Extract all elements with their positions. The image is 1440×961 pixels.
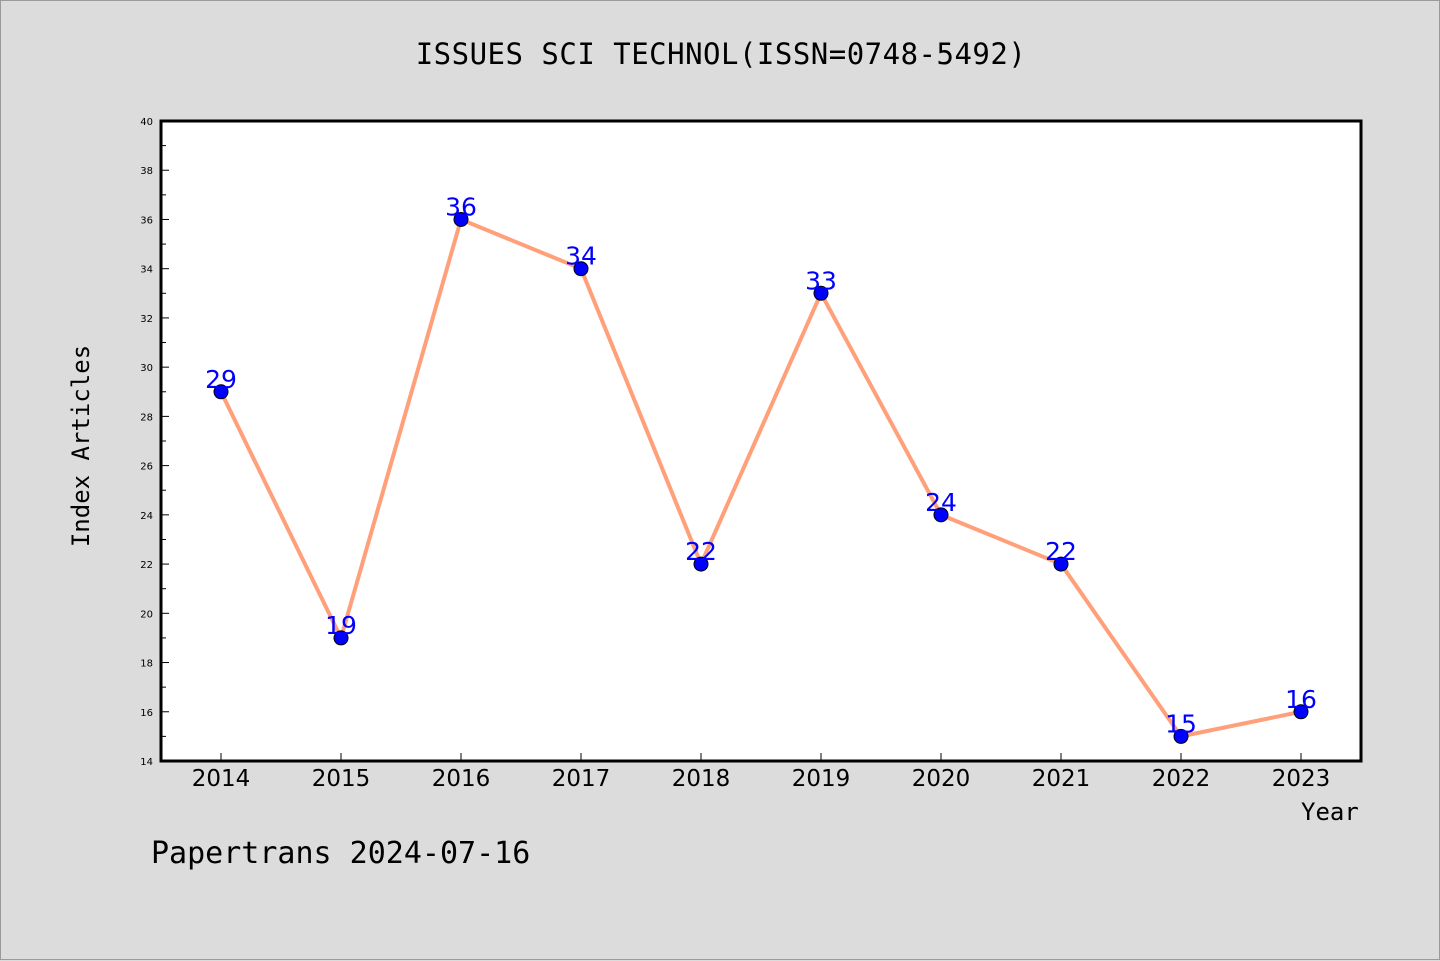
x-tick-label: 2023 [1272, 766, 1331, 792]
y-tick-label: 14 [140, 757, 153, 768]
x-tick-label: 2019 [792, 766, 851, 792]
x-tick-label: 2021 [1032, 766, 1091, 792]
y-tick-label: 34 [140, 265, 153, 276]
data-label: 33 [805, 266, 837, 295]
data-point [1053, 556, 1069, 572]
x-tick-label: 2022 [1152, 766, 1211, 792]
data-point [453, 211, 469, 227]
data-point [1173, 728, 1189, 744]
y-tick-label: 40 [140, 117, 153, 128]
plot-area [161, 121, 1361, 761]
data-label: 15 [1165, 709, 1197, 738]
chart-title: ISSUES SCI TECHNOL(ISSN=0748-5492) [415, 37, 1027, 71]
data-label: 36 [445, 192, 477, 221]
data-point [693, 556, 709, 572]
data-point [1293, 704, 1309, 720]
x-tick-label: 2017 [552, 766, 611, 792]
data-label: 34 [565, 242, 597, 271]
data-point [213, 384, 229, 400]
data-label: 22 [1045, 537, 1077, 566]
y-tick-label: 26 [140, 462, 153, 473]
x-axis-label: Year [1301, 798, 1359, 826]
y-tick-label: 36 [140, 215, 153, 226]
y-tick-label: 32 [140, 314, 153, 325]
y-tick-label: 24 [140, 511, 153, 522]
y-tick-label: 22 [140, 560, 153, 571]
data-label: 16 [1285, 685, 1317, 714]
data-point [333, 630, 349, 646]
x-tick-label: 2014 [192, 766, 251, 792]
data-point [933, 507, 949, 523]
data-label: 29 [205, 365, 237, 394]
data-label: 22 [685, 537, 717, 566]
footer-credit: Papertrans 2024-07-16 [151, 836, 531, 871]
y-tick-label: 16 [140, 708, 153, 719]
series-line [219, 217, 1302, 739]
data-point [573, 261, 589, 277]
y-tick-label: 30 [140, 363, 153, 374]
x-tick-label: 2020 [912, 766, 971, 792]
data-label: 24 [925, 488, 957, 517]
y-tick-label: 28 [140, 412, 153, 423]
x-tick-label: 2018 [672, 766, 731, 792]
x-tick-label: 2015 [312, 766, 371, 792]
data-label: 19 [325, 611, 357, 640]
y-tick-label: 18 [140, 659, 153, 670]
y-tick-label: 20 [140, 609, 153, 620]
y-tick-label: 38 [140, 166, 153, 177]
plot-border [159, 119, 1363, 763]
data-point [813, 285, 829, 301]
x-tick-label: 2016 [432, 766, 491, 792]
